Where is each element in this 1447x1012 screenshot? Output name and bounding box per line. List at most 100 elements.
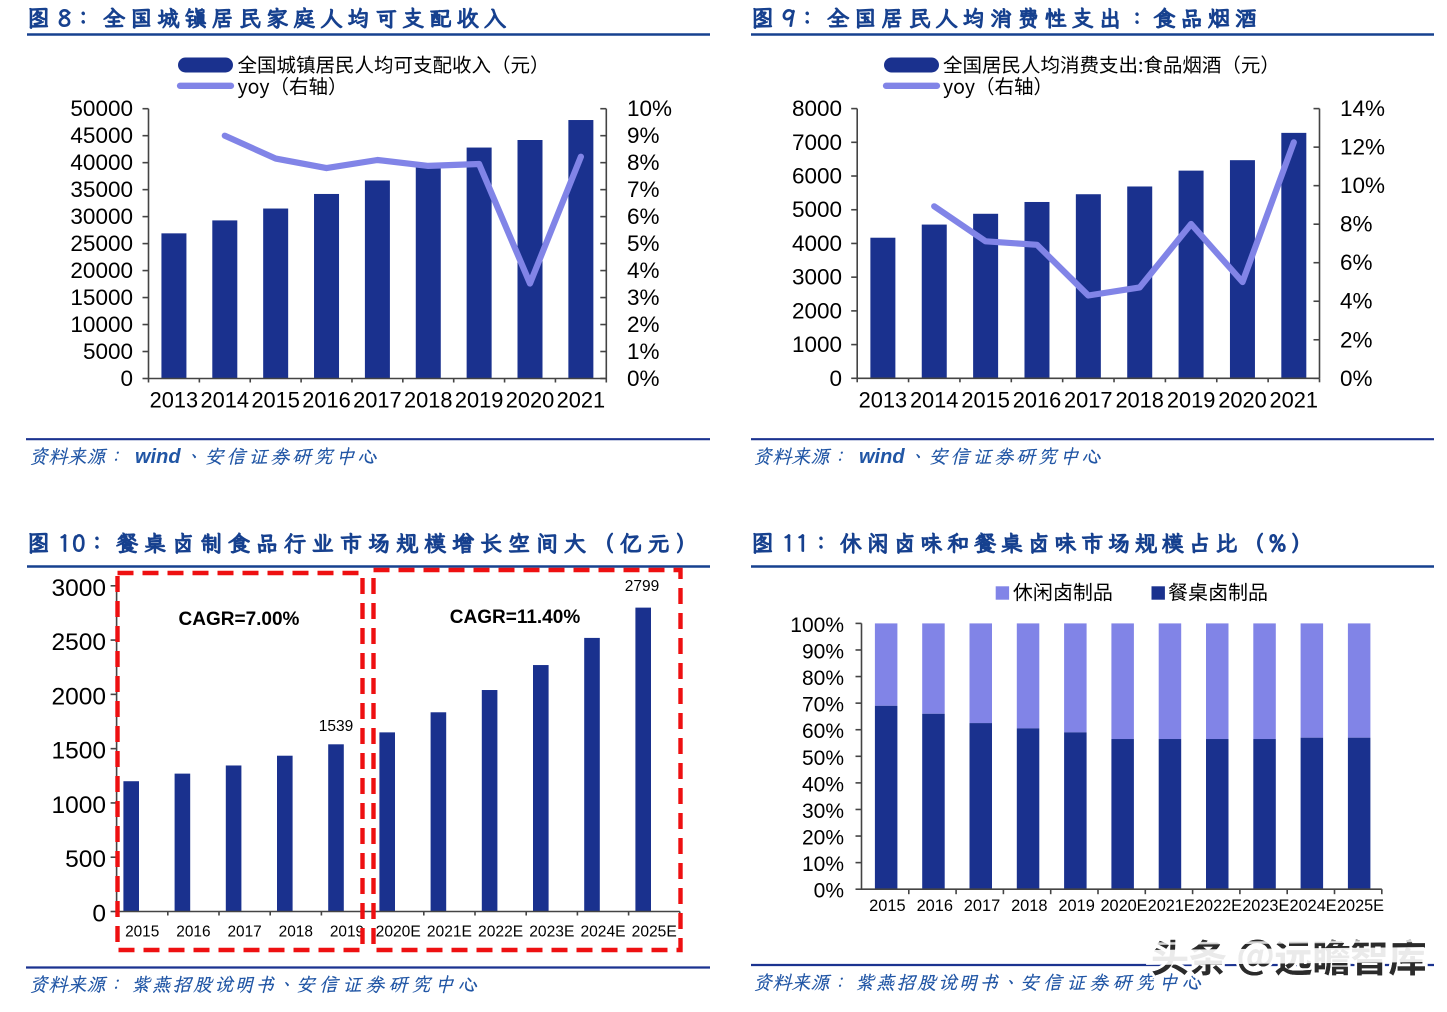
svg-text:5000: 5000	[83, 339, 133, 364]
svg-text:20%: 20%	[802, 827, 844, 850]
svg-text:图 9：: 图 9：	[751, 2, 819, 33]
svg-text:0: 0	[829, 366, 842, 391]
svg-text:2%: 2%	[1340, 327, 1373, 352]
svg-text:500: 500	[65, 846, 106, 873]
svg-text:资料来源：: 资料来源：	[29, 444, 125, 469]
svg-text:2015: 2015	[869, 897, 905, 915]
svg-text:休闲卤制品: 休闲卤制品	[1013, 577, 1113, 606]
svg-text:休闲卤味和餐桌卤味市场规模占比（%）: 休闲卤味和餐桌卤味市场规模占比（%）	[840, 529, 1318, 558]
svg-text:0%: 0%	[814, 880, 844, 903]
svg-text:2013: 2013	[859, 388, 908, 413]
svg-text:4%: 4%	[1340, 289, 1373, 314]
svg-text:2022E: 2022E	[478, 924, 523, 941]
svg-text:2022E: 2022E	[1195, 897, 1242, 915]
svg-text:30000: 30000	[70, 204, 133, 229]
svg-text:2013: 2013	[150, 388, 199, 413]
svg-text:2024E: 2024E	[580, 924, 625, 941]
svg-text:1539: 1539	[319, 718, 353, 735]
svg-text:2018: 2018	[404, 388, 453, 413]
svg-text:8000: 8000	[792, 96, 842, 121]
svg-text:资料来源：: 资料来源：	[753, 444, 849, 469]
svg-text:0: 0	[120, 366, 133, 391]
svg-text:安信证券研究中心: 安信证券研究中心	[1020, 970, 1205, 995]
svg-text:4000: 4000	[792, 231, 842, 256]
svg-text:2000: 2000	[51, 683, 106, 710]
svg-text:35000: 35000	[70, 177, 133, 202]
svg-text:10%: 10%	[627, 96, 672, 121]
svg-text:5000: 5000	[792, 197, 842, 222]
svg-text:yoy（右轴）: yoy（右轴）	[943, 71, 1053, 100]
svg-text:2023E: 2023E	[529, 924, 574, 941]
svg-text:2%: 2%	[627, 312, 660, 337]
svg-text:2500: 2500	[51, 629, 106, 656]
svg-text:2017: 2017	[964, 897, 1000, 915]
svg-text:yoy（右轴）: yoy（右轴）	[238, 71, 348, 100]
svg-text:2021E: 2021E	[1148, 897, 1195, 915]
svg-text:2019: 2019	[1167, 388, 1216, 413]
svg-text:安信证券研究中心: 安信证券研究中心	[296, 972, 481, 997]
svg-text:2019: 2019	[1058, 897, 1094, 915]
svg-text:餐桌卤制食品行业市场规模增长空间大（亿元）: 餐桌卤制食品行业市场规模增长空间大（亿元）	[116, 529, 704, 558]
svg-text:2014: 2014	[201, 388, 250, 413]
svg-text:2017: 2017	[227, 924, 261, 941]
svg-text:2018: 2018	[1011, 897, 1047, 915]
svg-text:20000: 20000	[70, 258, 133, 283]
svg-text:2020E: 2020E	[1100, 897, 1147, 915]
svg-text:100%: 100%	[790, 614, 844, 637]
svg-text:30%: 30%	[802, 800, 844, 823]
svg-text:0%: 0%	[627, 366, 660, 391]
svg-text:wind: wind	[859, 446, 905, 468]
svg-text:餐桌卤制品: 餐桌卤制品	[1168, 577, 1268, 606]
svg-text:、安信证券研究中心: 、安信证券研究中心	[183, 444, 379, 469]
svg-text:1000: 1000	[792, 332, 842, 357]
svg-text:7000: 7000	[792, 130, 842, 155]
svg-text:资料来源：: 资料来源：	[29, 972, 125, 997]
svg-text:25000: 25000	[70, 231, 133, 256]
svg-text:80%: 80%	[802, 667, 844, 690]
svg-text:2000: 2000	[792, 298, 842, 323]
svg-text:3%: 3%	[627, 285, 660, 310]
svg-text:3000: 3000	[51, 575, 106, 602]
svg-text:2016: 2016	[917, 897, 953, 915]
svg-text:6000: 6000	[792, 164, 842, 189]
svg-text:70%: 70%	[802, 694, 844, 717]
svg-text:90%: 90%	[802, 641, 844, 664]
svg-text:1%: 1%	[627, 339, 660, 364]
svg-text:紫燕招股说明书、: 紫燕招股说明书、	[131, 972, 297, 997]
svg-text:2021: 2021	[1270, 388, 1319, 413]
svg-text:40%: 40%	[802, 773, 844, 796]
svg-text:0%: 0%	[1340, 366, 1373, 391]
svg-text:CAGR=11.40%: CAGR=11.40%	[450, 607, 581, 628]
svg-text:2017: 2017	[353, 388, 402, 413]
svg-text:50000: 50000	[70, 96, 133, 121]
svg-text:2019: 2019	[330, 924, 364, 941]
svg-text:2019: 2019	[455, 388, 504, 413]
svg-text:2018: 2018	[279, 924, 313, 941]
svg-text:50%: 50%	[802, 747, 844, 770]
svg-text:45000: 45000	[70, 123, 133, 148]
svg-text:2016: 2016	[1013, 388, 1062, 413]
svg-text:10000: 10000	[70, 312, 133, 337]
svg-text:12%: 12%	[1340, 135, 1385, 160]
svg-text:2018: 2018	[1115, 388, 1164, 413]
svg-text:2799: 2799	[625, 578, 659, 595]
svg-text:全国居民人均消费支出:食品烟酒（元）: 全国居民人均消费支出:食品烟酒（元）	[943, 49, 1280, 78]
svg-text:2016: 2016	[176, 924, 210, 941]
svg-text:2015: 2015	[125, 924, 159, 941]
svg-text:2020: 2020	[1218, 388, 1267, 413]
svg-text:10%: 10%	[1340, 173, 1385, 198]
svg-text:60%: 60%	[802, 720, 844, 743]
svg-text:紫燕招股说明书、: 紫燕招股说明书、	[855, 970, 1021, 995]
svg-text:2025E: 2025E	[632, 924, 677, 941]
svg-text:2020E: 2020E	[376, 924, 421, 941]
svg-text:2021: 2021	[557, 388, 606, 413]
svg-text:2016: 2016	[302, 388, 351, 413]
svg-text:2021E: 2021E	[427, 924, 472, 941]
svg-text:2023E: 2023E	[1242, 897, 1289, 915]
svg-text:1000: 1000	[51, 792, 106, 819]
svg-text:8%: 8%	[627, 150, 660, 175]
svg-text:6%: 6%	[1340, 250, 1373, 275]
svg-text:6%: 6%	[627, 204, 660, 229]
svg-text:2014: 2014	[910, 388, 959, 413]
svg-text:4%: 4%	[627, 258, 660, 283]
